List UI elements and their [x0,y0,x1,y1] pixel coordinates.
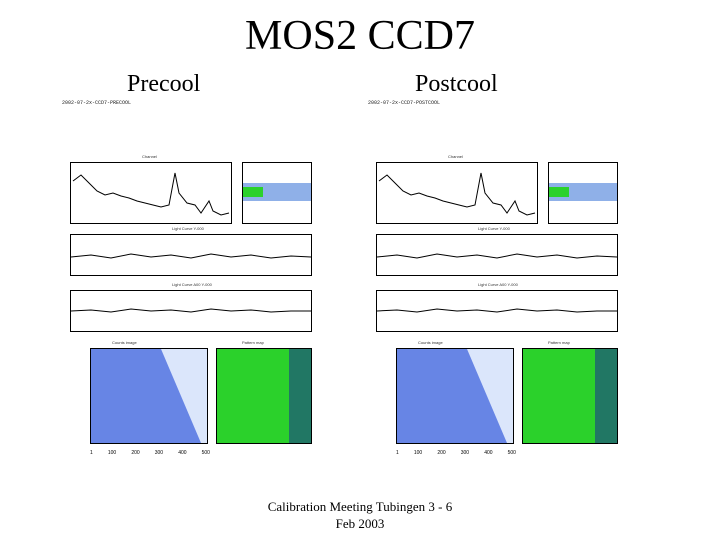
footer-line-1: Calibration Meeting Tubingen 3 - 6 [267,499,453,514]
footer: Calibration Meeting Tubingen 3 - 6 Feb 2… [0,498,720,532]
slide-title: MOS2 CCD7 [245,13,475,59]
pattern-map-title: Pattern map [548,340,570,345]
lightcurve-1-title: Light Curve Y-000 [172,226,204,231]
lightcurve-2-title: Light Curve A00 Y-000 [478,282,518,287]
scatter-plot [548,162,618,224]
run-header: 2002-07-2x-CCD7-PRECOOL [62,100,132,106]
lightcurve-1 [70,234,312,276]
scatter-plot [242,162,312,224]
counts-image-title: Counts image [418,340,443,345]
postcool-panel: 2002-07-2x-CCD7-POSTCOOL Channel Light C… [368,100,618,470]
lightcurve-1-title: Light Curve Y-000 [478,226,510,231]
counts-image-title: Counts image [112,340,137,345]
pattern-map [216,348,312,444]
lightcurve-2 [376,290,618,332]
lightcurve-2 [70,290,312,332]
counts-image [396,348,514,444]
postcool-label: Postcool [415,71,498,97]
precool-label: Precool [127,71,201,97]
spectrum-line [72,172,230,216]
spectrum-title: Channel [142,154,157,159]
pattern-map [522,348,618,444]
counts-image [90,348,208,444]
spectrum-plot [70,162,232,224]
footer-line-2: Feb 2003 [335,516,385,531]
lightcurve-1 [376,234,618,276]
precool-panel: 2002-07-2x-CCD7-PRECOOL Channel Light Cu… [62,100,312,470]
stats-block: 2002-07-2x-CCD7-POSTCOOL [368,100,618,152]
lightcurve-2-title: Light Curve A00 Y-000 [172,282,212,287]
spectrum-plot [376,162,538,224]
spectrum-title: Channel [448,154,463,159]
run-header: 2002-07-2x-CCD7-POSTCOOL [368,100,441,106]
x-tick-row: 1 100 200 300 400 500 [90,450,210,456]
x-tick-row: 1 100 200 300 400 500 [396,450,516,456]
stats-block: 2002-07-2x-CCD7-PRECOOL [62,100,312,152]
pattern-map-title: Pattern map [242,340,264,345]
